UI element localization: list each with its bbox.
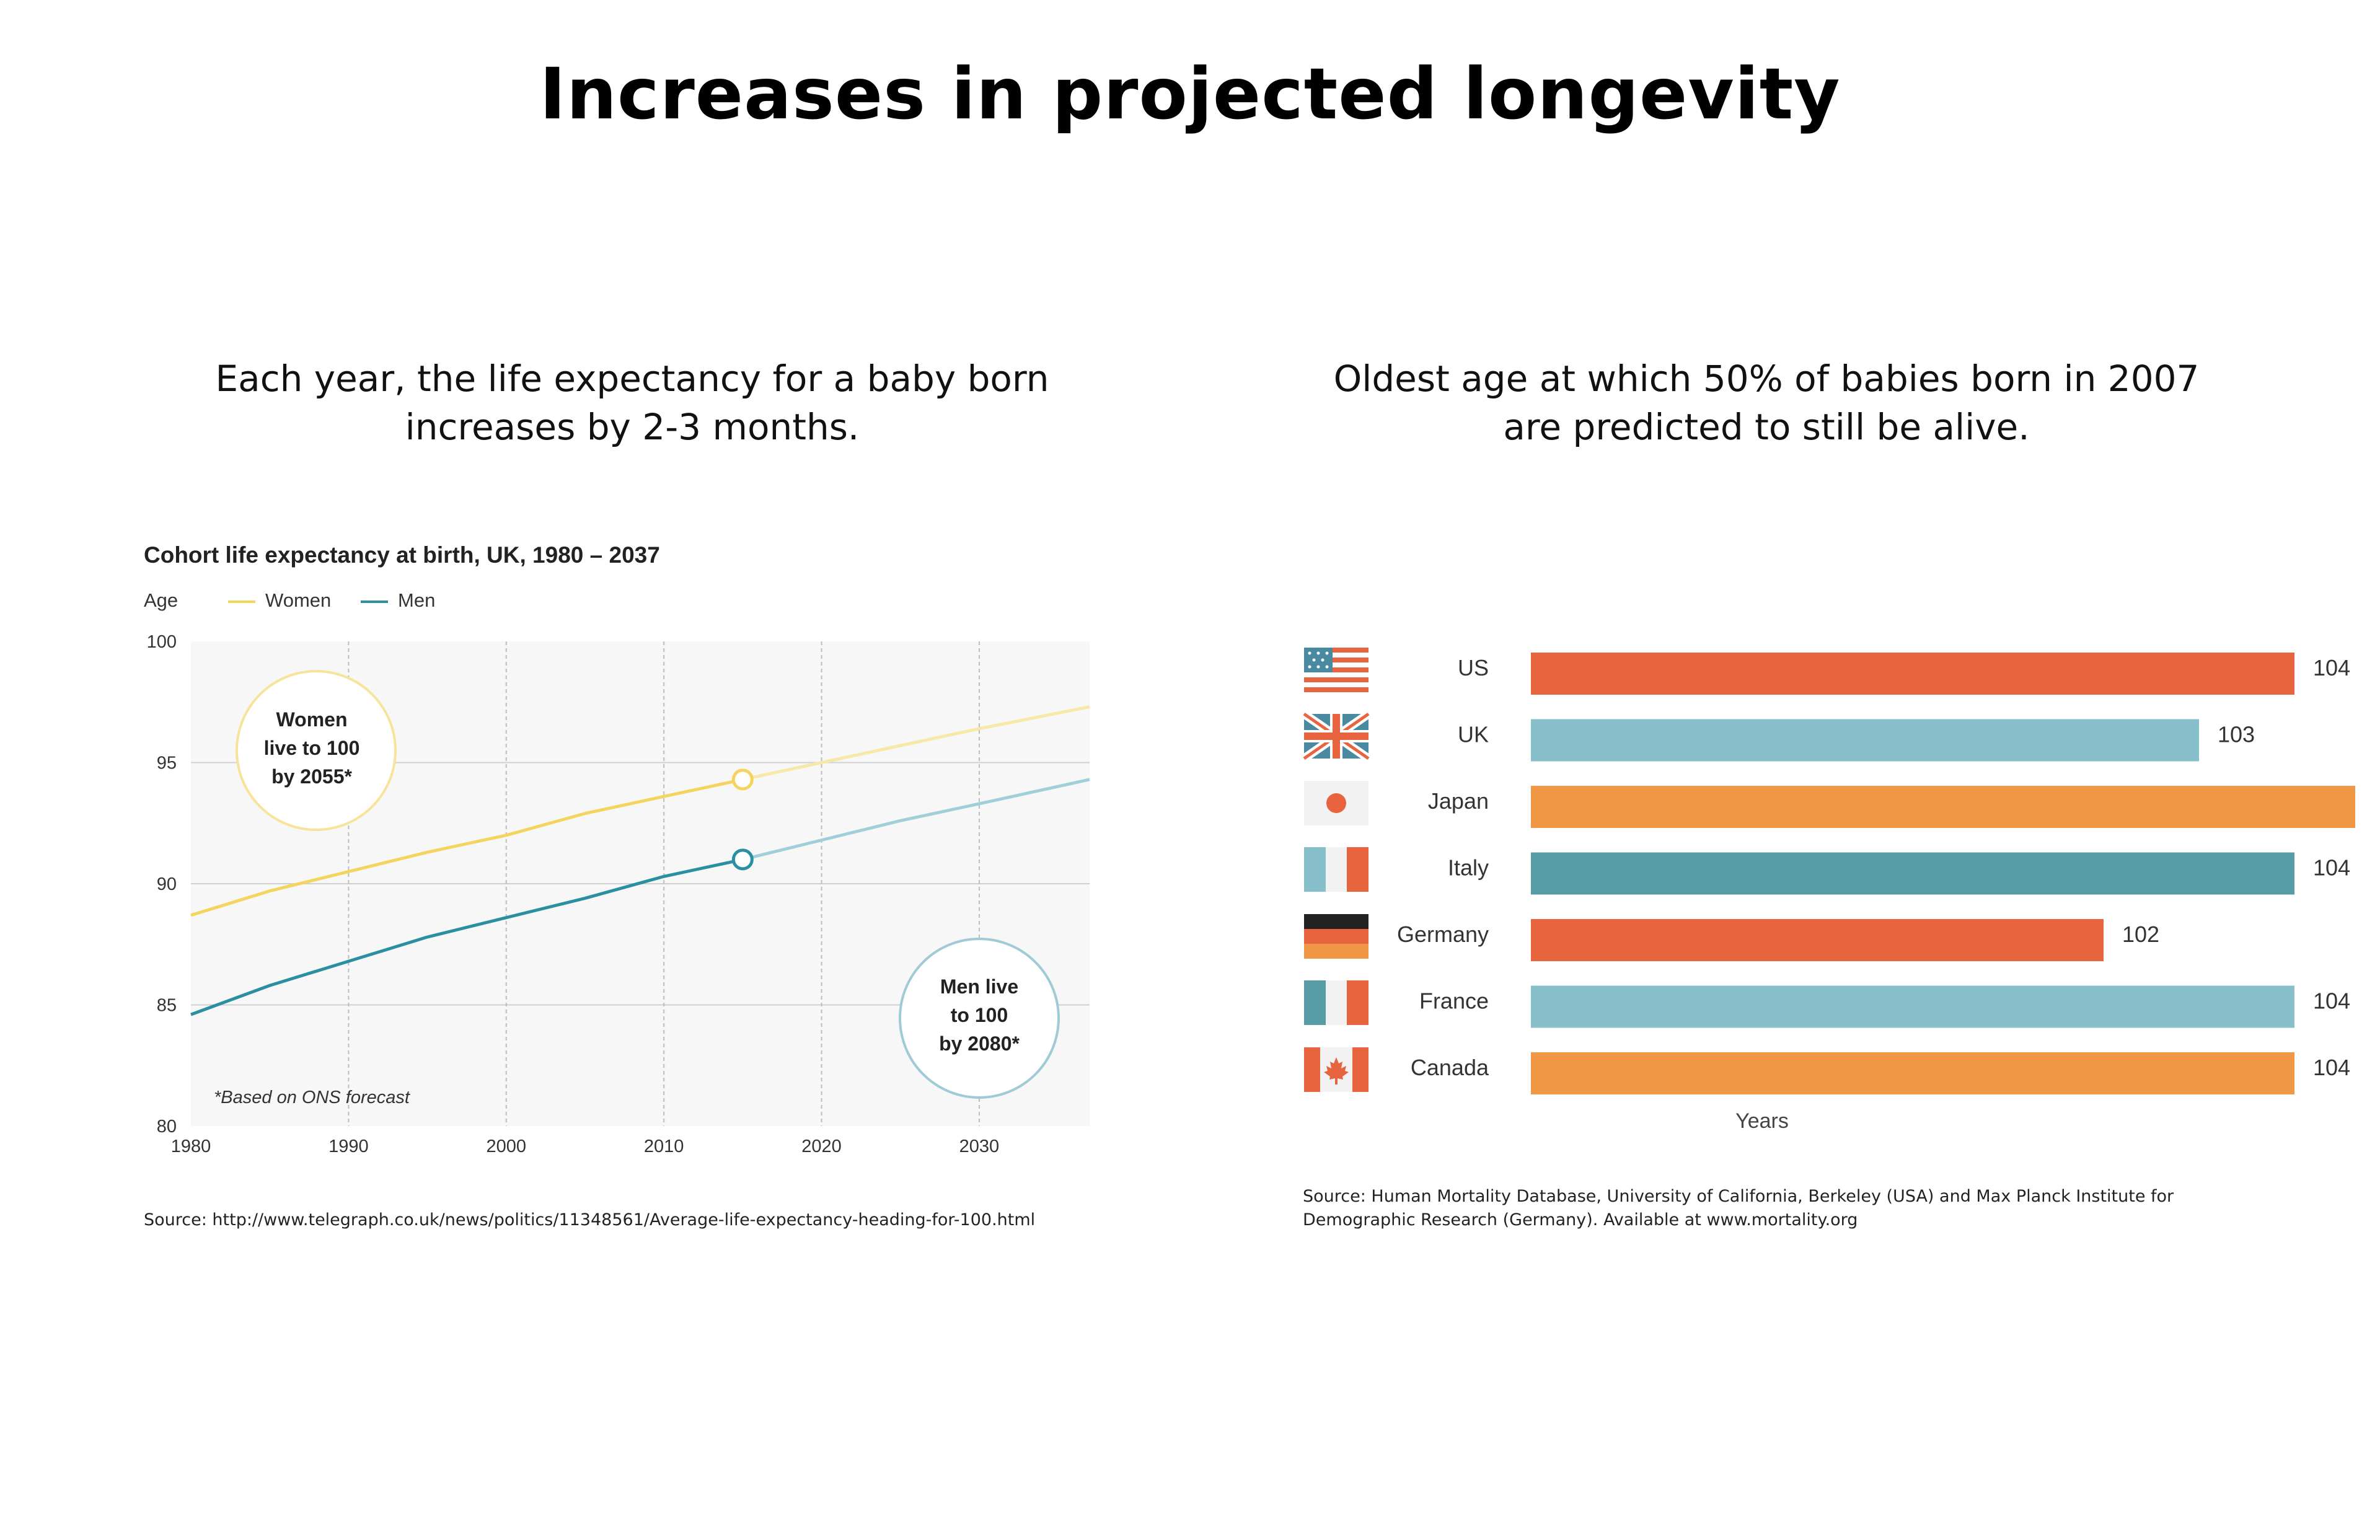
legend-swatch-men — [361, 601, 388, 603]
bar-category-uk: UK — [1458, 722, 1489, 747]
line-women — [190, 778, 743, 917]
y-axis-label: Age — [144, 589, 178, 611]
women-bubble — [236, 670, 397, 831]
flags — [1302, 648, 1371, 1092]
bar-italy — [1531, 852, 2294, 895]
line-chart-title: Cohort life expectancy at birth, UK, 198… — [144, 542, 660, 568]
y-tick-label: 85 — [157, 996, 177, 1016]
bar-us — [1531, 653, 2294, 695]
right-source-line-2: Demographic Research (Germany). Availabl… — [1303, 1210, 1858, 1230]
x-tick-label: 2030 — [959, 1137, 1000, 1156]
series-lines — [190, 705, 1090, 1016]
bar-category-us: US — [1458, 655, 1489, 680]
bar-value-france: 104 — [2313, 988, 2350, 1014]
right-source-line-1: Source: Human Mortality Database, Univer… — [1303, 1187, 2174, 1206]
y-tick-label: 100 — [147, 632, 177, 652]
line-men — [190, 858, 743, 1016]
x-tick-label: 2000 — [487, 1137, 527, 1156]
left-subtitle-line-2: increases by 2-3 months. — [405, 406, 860, 448]
bar-value-italy: 104 — [2313, 855, 2350, 881]
uk-flag-icon — [1302, 710, 1371, 762]
us-flag-icon — [1304, 648, 1368, 692]
italy-flag-icon — [1304, 847, 1368, 892]
forecast-footnote: *Based on ONS forecast — [214, 1088, 411, 1107]
legend-label-men: Men — [398, 589, 436, 611]
x-tick-label: 1980 — [171, 1137, 211, 1156]
bar-value-us: 104 — [2313, 655, 2350, 680]
right-subtitle-line-2: are predicted to still be alive. — [1503, 406, 2030, 448]
bar-japan — [1531, 786, 2355, 828]
y-tick-label: 95 — [157, 754, 177, 773]
x-tick-label: 1990 — [328, 1137, 369, 1156]
y-tick-label: 80 — [157, 1117, 177, 1137]
bar-category-italy: Italy — [1448, 855, 1489, 881]
forecast-markers — [731, 768, 754, 871]
marker-men-2015 — [731, 848, 754, 871]
france-flag-icon — [1304, 980, 1368, 1025]
right-source: Source: Human Mortality Database, Univer… — [1303, 1185, 2270, 1232]
bar-category-germany: Germany — [1397, 922, 1489, 947]
marker-women-2015 — [731, 768, 754, 791]
canada-flag-icon — [1304, 1047, 1368, 1092]
bar-uk — [1531, 719, 2199, 762]
bars: US104UK103Japan107Italy104Germany102Fran… — [1397, 653, 2355, 1094]
japan-flag-icon — [1304, 781, 1368, 825]
bar-chart: US104UK103Japan107Italy104Germany102Fran… — [1302, 648, 2355, 1133]
right-panel-subtitle: Oldest age at which 50% of babies born i… — [1252, 354, 2281, 451]
men-bubble — [899, 938, 1060, 1099]
bar-france — [1531, 985, 2294, 1028]
bar-category-france: France — [1419, 988, 1489, 1014]
bar-category-canada: Canada — [1411, 1055, 1489, 1080]
right-subtitle-line-1: Oldest age at which 50% of babies born i… — [1333, 358, 2200, 400]
left-panel-subtitle: Each year, the life expectancy for a bab… — [149, 354, 1116, 451]
men-bubble-line-3: by 2080* — [939, 1032, 1020, 1055]
bar-category-japan: Japan — [1428, 788, 1489, 814]
bar-canada — [1531, 1052, 2294, 1094]
x-tick-label: 2020 — [801, 1137, 842, 1156]
legend-label-women: Women — [265, 589, 332, 611]
left-source: Source: http://www.telegraph.co.uk/news/… — [144, 1210, 1036, 1230]
men-bubble-line-1: Men live — [940, 975, 1018, 998]
bar-value-canada: 104 — [2313, 1055, 2350, 1080]
left-subtitle-line-1: Each year, the life expectancy for a bab… — [215, 358, 1049, 400]
germany-flag-icon — [1304, 914, 1368, 959]
bar-value-uk: 103 — [2218, 722, 2255, 747]
x-tick-label: 2010 — [644, 1137, 684, 1156]
women-bubble-line-1: Women — [276, 708, 348, 731]
line-men-forecast — [742, 778, 1090, 861]
line-women-forecast — [742, 705, 1090, 781]
men-bubble-line-2: to 100 — [951, 1004, 1008, 1026]
legend-swatch-women — [228, 601, 255, 603]
bar-value-germany: 102 — [2122, 922, 2159, 947]
bar-germany — [1531, 919, 2104, 961]
page-title: Increases in projected longevity — [539, 53, 1841, 135]
bar-x-axis-label: Years — [1735, 1109, 1789, 1133]
women-bubble-line-3: by 2055* — [271, 765, 352, 788]
y-tick-label: 90 — [157, 874, 177, 894]
women-bubble-line-2: live to 100 — [264, 737, 360, 759]
